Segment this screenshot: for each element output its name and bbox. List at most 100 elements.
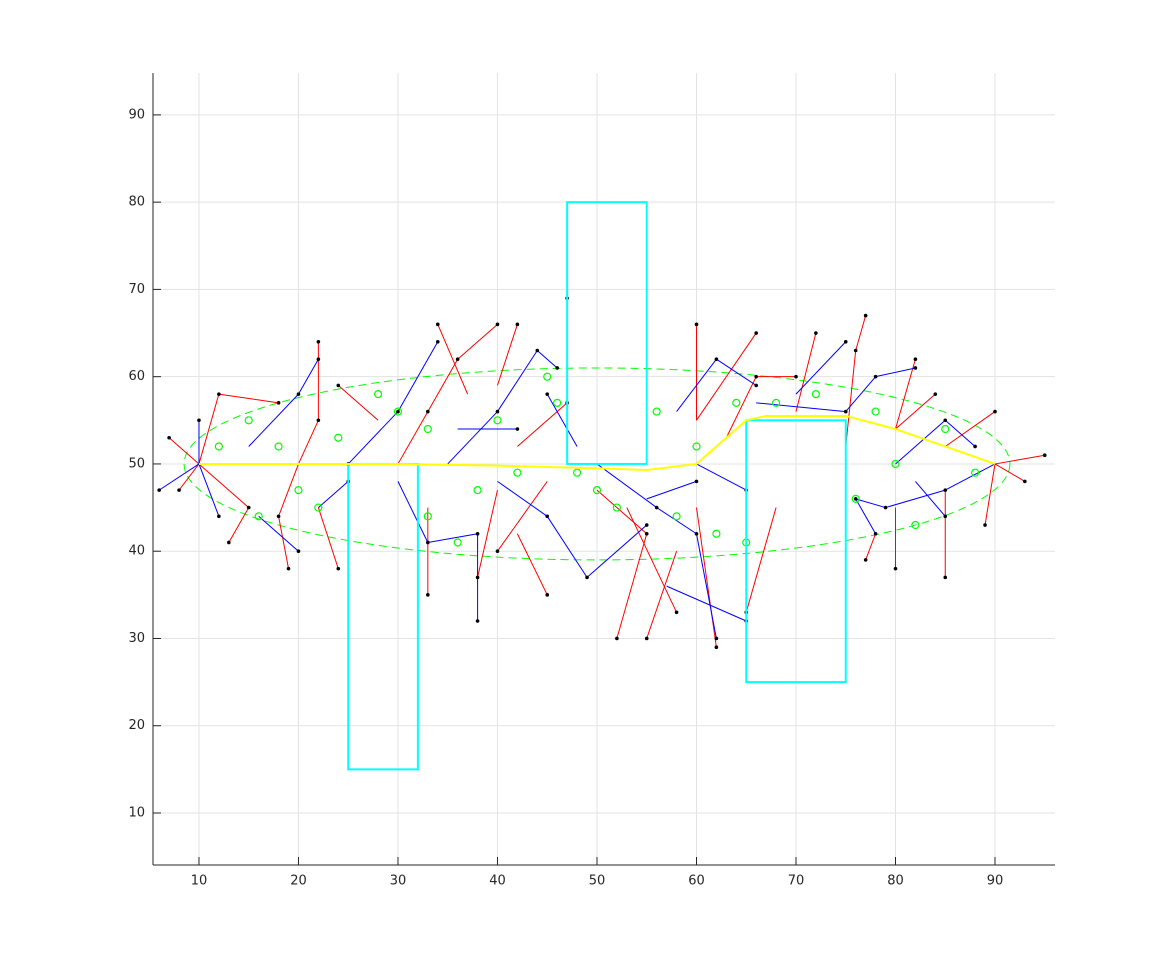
tree-edge <box>745 507 777 613</box>
tree-node <box>167 435 171 440</box>
tree-edge <box>795 341 847 395</box>
tree-node <box>883 505 888 510</box>
tree-node <box>893 566 898 571</box>
tree-node <box>535 348 540 353</box>
tree-edge <box>497 350 538 412</box>
tree-edge <box>895 419 946 465</box>
tree-edge <box>945 463 996 491</box>
tree-node <box>177 488 181 492</box>
tree-edge <box>626 507 678 613</box>
y-tick-label: 50 <box>128 456 145 471</box>
tree-edge <box>994 454 1045 465</box>
tree-node <box>873 531 878 536</box>
y-tick-label: 70 <box>128 282 145 297</box>
tree-edge <box>646 551 678 639</box>
tree-edge <box>497 324 518 386</box>
tree-node <box>644 531 649 536</box>
tree-edge <box>984 463 996 526</box>
x-tick-label: 40 <box>489 874 506 889</box>
tree-edge <box>427 358 459 412</box>
near-node <box>334 433 343 442</box>
tree-edge <box>218 393 279 404</box>
tree-edge <box>845 376 876 412</box>
tree-edge <box>855 315 867 351</box>
near-node <box>891 459 900 469</box>
tree-edge <box>516 533 548 596</box>
tree-node <box>555 366 559 370</box>
tree-node <box>983 523 987 527</box>
tree-edge <box>158 463 200 491</box>
near-node <box>244 416 253 425</box>
near-node <box>672 512 681 521</box>
tree-node <box>585 575 589 580</box>
tree-edge <box>716 358 757 386</box>
tree-edge <box>875 367 916 378</box>
tree-node <box>873 374 878 379</box>
tree-node <box>615 636 619 641</box>
tree-node <box>754 374 758 379</box>
x-tick-label: 60 <box>688 874 705 889</box>
y-tick-label: 90 <box>128 107 145 122</box>
tree-edge <box>944 411 996 447</box>
tree-edge <box>646 480 697 500</box>
tree-edge <box>278 463 299 517</box>
tree-node <box>475 531 480 536</box>
tree-node <box>644 523 649 527</box>
obstacle <box>745 419 847 684</box>
tree-edge <box>198 463 220 517</box>
tree-node <box>993 409 997 414</box>
tree-edge <box>586 524 648 578</box>
tree-node <box>913 366 918 370</box>
near-node <box>771 398 781 407</box>
tree-node <box>943 418 948 423</box>
tree-edge <box>895 393 936 430</box>
tree-node <box>794 374 798 379</box>
tree-edge <box>536 350 558 369</box>
tree-node <box>396 409 400 414</box>
near-node <box>652 407 661 416</box>
tree-edge <box>397 481 429 543</box>
tree-node <box>1023 479 1027 484</box>
tree-edge <box>656 507 697 535</box>
tree-edge <box>228 507 250 543</box>
near-node <box>732 398 741 407</box>
tree-edge <box>298 420 319 465</box>
tree-edge <box>477 490 498 578</box>
obstacle <box>347 462 419 771</box>
near-node <box>393 407 403 416</box>
tree-edge <box>695 507 717 648</box>
tree-node <box>336 383 341 388</box>
tree-node <box>714 636 719 641</box>
tree-node <box>1042 453 1047 458</box>
tree-node <box>694 322 699 327</box>
tree-node <box>475 575 480 580</box>
y-tick-label: 80 <box>128 195 145 210</box>
path <box>198 414 996 472</box>
tree-node <box>515 322 520 327</box>
tree-node <box>227 540 231 545</box>
tree-edge <box>676 358 717 412</box>
tree-node <box>694 531 699 536</box>
near-node <box>423 424 432 434</box>
tree-node <box>435 322 440 327</box>
tree-node <box>426 409 430 414</box>
near-node <box>572 468 582 477</box>
tree-edge <box>427 533 478 543</box>
tree-edge <box>885 489 946 509</box>
tree-node <box>863 558 868 562</box>
tree-node <box>853 497 858 501</box>
tree-edge <box>198 393 220 465</box>
near-node <box>543 372 552 381</box>
x-tick-label: 20 <box>290 874 307 889</box>
tree-node <box>426 593 430 597</box>
tree-node <box>754 383 758 388</box>
tree-edge <box>795 332 817 412</box>
near-node <box>592 486 602 495</box>
near-node <box>851 494 860 503</box>
tree-node <box>455 357 460 362</box>
tree-edge <box>258 515 299 552</box>
near-node <box>513 468 522 477</box>
tree-edge <box>546 393 578 447</box>
tree-node <box>336 566 341 571</box>
